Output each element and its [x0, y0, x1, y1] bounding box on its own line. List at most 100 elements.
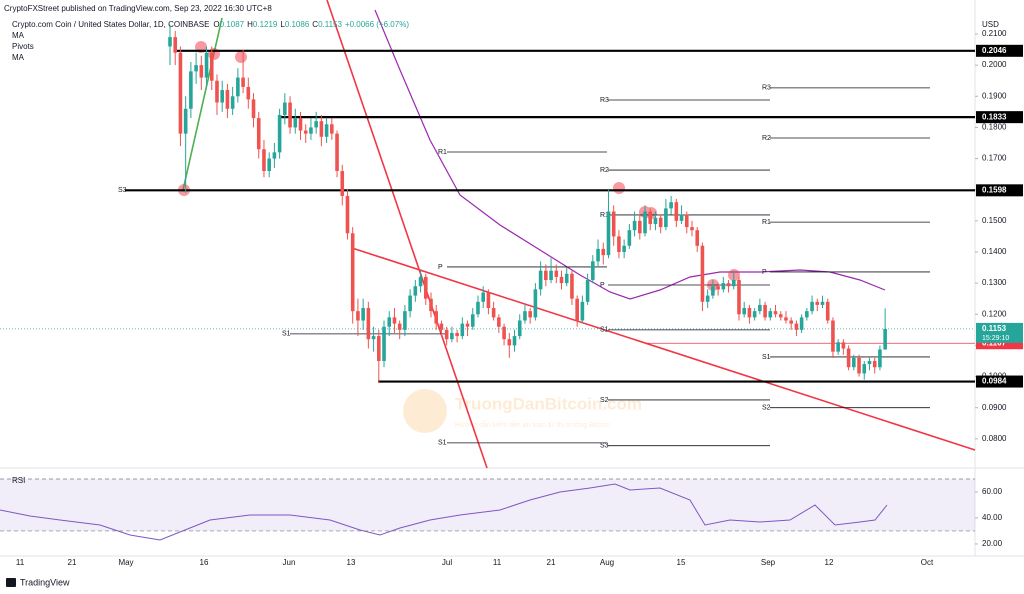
candle-body	[350, 233, 355, 312]
pivot-label: R1	[438, 149, 447, 156]
y-tick-label: 0.2100	[982, 29, 1007, 38]
pivot-label: S3	[600, 443, 609, 450]
candle-body	[444, 329, 449, 340]
last-price-tag	[976, 322, 1023, 343]
candle-body	[580, 301, 585, 321]
candle-body	[716, 286, 720, 290]
pivot-label: P	[438, 264, 443, 271]
pivot-label: S1	[762, 354, 771, 361]
candle-body	[361, 308, 365, 321]
candle-body	[408, 295, 412, 312]
candle-body	[377, 336, 381, 361]
candle-body	[267, 158, 271, 172]
candle-body	[335, 133, 339, 172]
candle-body	[711, 286, 715, 296]
candle-body	[382, 326, 386, 361]
candle-body	[450, 332, 454, 340]
pivot-label: R2	[762, 135, 771, 142]
candle-body	[173, 37, 178, 53]
y-tick-label: 0.1200	[982, 309, 1007, 318]
candle-body	[883, 328, 887, 350]
candle-body	[330, 124, 334, 134]
candle-body	[309, 127, 313, 134]
candle-body	[768, 311, 773, 318]
level-tag	[976, 184, 1023, 197]
ohlc-value: 0.1086	[285, 20, 310, 29]
pivot-label: R1	[762, 219, 771, 226]
candle-body	[486, 292, 491, 309]
candle-body	[392, 317, 397, 324]
x-tick-label: Jun	[283, 558, 296, 567]
candle-body	[220, 90, 224, 103]
indicator-label: MA	[12, 53, 25, 62]
x-tick-label: 16	[200, 558, 209, 567]
indicator-label: Pivots	[12, 42, 34, 51]
candle-body	[632, 220, 637, 231]
watermark-title: TruongDanBitcoin.com	[455, 394, 642, 413]
x-tick-label: 11	[16, 558, 25, 567]
candle-body	[627, 230, 632, 246]
level-tag-label: 0.1598	[982, 185, 1007, 194]
candle-body	[862, 364, 867, 374]
candle-body	[491, 308, 496, 318]
candle-body	[303, 130, 308, 134]
candle-body	[277, 114, 282, 153]
candle-body	[705, 295, 710, 302]
candle-body	[653, 217, 658, 224]
candle-body	[288, 102, 292, 128]
candle-body	[413, 286, 418, 296]
candle-body	[283, 102, 287, 115]
y-tick-label: 0.1400	[982, 247, 1007, 256]
pivot-label: R3	[762, 85, 771, 92]
x-tick-label: Sep	[761, 558, 776, 567]
last-price-label: 0.1153	[982, 324, 1007, 333]
candle-body	[387, 317, 392, 327]
candle-body	[810, 301, 814, 312]
marker	[235, 51, 247, 63]
candle-body	[340, 171, 345, 196]
candle-body	[403, 311, 407, 330]
candle-body	[622, 245, 626, 252]
x-tick-label: 12	[825, 558, 834, 567]
pivot-label: P	[600, 282, 605, 289]
rsi-tick-label: 60.00	[982, 487, 1003, 496]
marker	[613, 182, 625, 194]
logo-mark	[6, 578, 16, 587]
x-tick-label: Oct	[921, 558, 934, 567]
candle-body	[481, 292, 485, 302]
watermark-subtitle: Hướng dẫn kiếm tiền an toàn từ thị trườn…	[455, 420, 610, 429]
candle-body	[434, 311, 439, 324]
candle-body	[528, 311, 532, 318]
candle-body	[199, 65, 204, 78]
candle-body	[465, 323, 470, 327]
candle-body	[695, 230, 700, 246]
candle-body	[726, 283, 731, 287]
rsi-tick-label: 20.00	[982, 539, 1003, 548]
symbol: Crypto.com Coin / United States Dollar, …	[12, 20, 209, 29]
countdown-label: 15:29:10	[982, 335, 1009, 342]
ohlc-value: 0.1087	[220, 20, 245, 29]
candle-body	[324, 124, 329, 137]
candle-body	[262, 149, 266, 172]
candle-body	[831, 320, 835, 352]
rsi-band	[0, 479, 975, 531]
candle-body	[773, 311, 778, 315]
pivot-label: S2	[600, 397, 609, 404]
pivot-label: S1	[438, 440, 447, 447]
candle-body	[429, 298, 433, 312]
candle-body	[820, 301, 825, 305]
y-tick-label: 0.1700	[982, 154, 1007, 163]
candle-body	[721, 283, 726, 290]
candle-body	[544, 270, 548, 281]
ohlc-prefix: L	[280, 20, 285, 29]
candle-body	[658, 217, 663, 228]
candle-body	[230, 96, 235, 109]
ohlc-prefix: H	[247, 20, 253, 29]
level-tag-label: 0.0984	[982, 377, 1007, 386]
x-tick-label: 13	[347, 558, 356, 567]
candle-body	[643, 211, 647, 234]
ohlc-value: 0.1153	[318, 20, 342, 29]
y-tick-label: 0.1900	[982, 91, 1007, 100]
candle-body	[852, 357, 856, 368]
